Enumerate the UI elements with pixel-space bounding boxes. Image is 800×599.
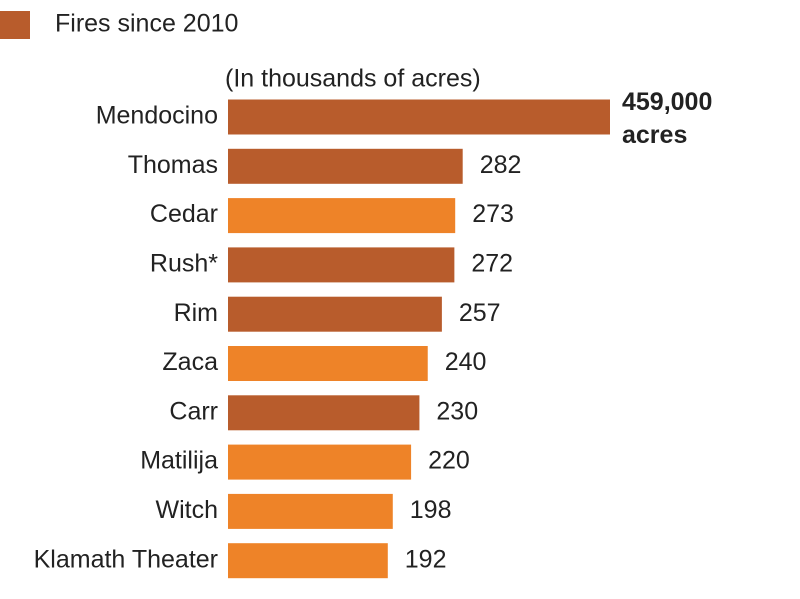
value-label: 198 [410,496,452,524]
category-label: Thomas [128,151,218,179]
value-label: 192 [405,545,447,573]
category-label: Rush* [150,250,218,278]
bar [228,543,388,579]
chart-subtitle: (In thousands of acres) [225,65,481,93]
value-label: 220 [428,447,470,475]
value-label: 257 [459,299,501,327]
bar [228,198,456,234]
category-label: Witch [156,496,219,524]
bar [228,493,393,529]
category-label: Rim [174,299,218,327]
value-label: 240 [445,348,487,376]
category-label: Matilija [140,447,218,475]
value-label: 272 [471,250,513,278]
bar [228,148,463,184]
legend-swatch [0,11,30,39]
bar [228,99,610,135]
legend-label: Fires since 2010 [55,10,238,38]
value-label: 459,000 acres [622,88,712,149]
bar [228,296,442,332]
bar [228,395,420,431]
value-label: 273 [472,200,514,228]
category-label: Klamath Theater [34,545,218,573]
value-label: 282 [480,151,522,179]
bar [228,444,412,480]
category-label: Carr [169,397,218,425]
category-label: Zaca [162,348,218,376]
category-label: Mendocino [96,102,218,130]
bar [228,247,455,283]
bar [228,346,428,381]
category-label: Cedar [150,200,218,228]
value-label: 230 [436,397,478,425]
